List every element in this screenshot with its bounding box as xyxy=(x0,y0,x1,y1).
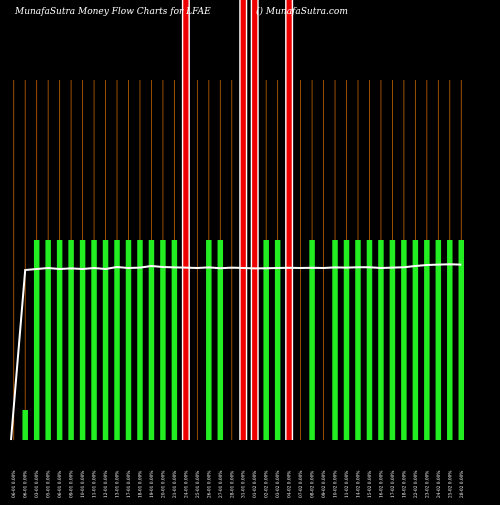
bar-green xyxy=(91,240,97,440)
x-tick-label: 11-01 0.00% xyxy=(93,471,98,498)
money-flow-line xyxy=(10,263,462,441)
bar-green xyxy=(206,240,212,440)
x-tick-label: 03-01 0.00% xyxy=(35,471,40,498)
bar-green xyxy=(148,240,155,440)
bar-green xyxy=(68,240,74,440)
x-tick-label: 27-01 0.00% xyxy=(219,471,224,498)
bar-green xyxy=(160,240,166,440)
bar-green xyxy=(263,240,269,440)
bar-green xyxy=(355,240,361,440)
bar-green xyxy=(309,240,315,440)
x-tick-label: 24-02 0.00% xyxy=(437,471,442,498)
bar-green xyxy=(137,240,143,440)
x-tick-label: 28-01 0.00% xyxy=(230,471,235,498)
bar-green xyxy=(424,240,430,440)
x-tick-label: 28-02 0.00% xyxy=(460,471,465,498)
x-tick-label: 22-02 0.00% xyxy=(414,471,419,498)
x-tick-label: 01-02 0.00% xyxy=(253,471,258,498)
x-tick-label: 17-02 0.00% xyxy=(391,471,396,498)
bar-red xyxy=(240,0,246,440)
x-tick-label: 19-01 0.00% xyxy=(150,471,155,498)
x-tick-label: 10-02 0.00% xyxy=(334,471,339,498)
bar-series xyxy=(22,0,465,440)
x-tick-label: 31-01 0.00% xyxy=(242,471,247,498)
x-tick-label: 13-01 0.00% xyxy=(116,471,121,498)
x-tick-label: 06-01 0.00% xyxy=(12,471,17,498)
bar-green xyxy=(79,240,86,440)
x-tick-label: 04-02 0.00% xyxy=(288,471,293,498)
bar-red xyxy=(286,0,292,440)
bar-green xyxy=(458,240,465,440)
x-tick-label: 24-01 0.00% xyxy=(184,471,189,498)
bar-green xyxy=(125,240,132,440)
bar-green xyxy=(366,240,373,440)
x-tick-label: 09-02 0.00% xyxy=(322,471,327,498)
bar-green xyxy=(332,240,338,440)
bar-green xyxy=(412,240,419,440)
x-axis-tick-labels: 06-01 0.00% 06-01 0.00% 03-01 0.00% 05-01 0… xyxy=(12,471,465,498)
bar-red xyxy=(183,0,189,440)
x-tick-label: 03-02 0.00% xyxy=(276,471,281,498)
x-tick-label: 15-02 0.00% xyxy=(368,471,373,498)
x-tick-label: 23-02 0.00% xyxy=(425,471,430,498)
x-tick-label: 14-02 0.00% xyxy=(356,471,361,498)
bar-green xyxy=(45,240,51,440)
bar-green xyxy=(33,240,40,440)
money-flow-line-path xyxy=(10,263,462,441)
bar-green xyxy=(401,240,407,440)
bar-green xyxy=(274,240,281,440)
chart-title: MunafaSutra Money Flow Charts for LFAE xyxy=(14,7,211,17)
x-tick-label: 09-01 0.00% xyxy=(70,471,75,498)
bar-green xyxy=(378,240,384,440)
bar-green xyxy=(447,240,453,440)
x-tick-label: 02-02 0.00% xyxy=(265,471,270,498)
bar-green xyxy=(56,240,63,440)
x-tick-label: 08-02 0.00% xyxy=(311,471,316,498)
x-tick-label: 20-01 0.00% xyxy=(161,471,166,498)
x-tick-label: 25-01 0.00% xyxy=(196,471,201,498)
x-tick-label: 11-02 0.00% xyxy=(345,471,350,498)
x-tick-label: 18-01 0.00% xyxy=(138,471,143,498)
x-tick-label: 06-01 0.00% xyxy=(58,471,63,498)
x-tick-label: 05-01 0.00% xyxy=(47,471,52,498)
x-tick-label: 06-01 0.00% xyxy=(24,471,29,498)
x-tick-label: 17-01 0.00% xyxy=(127,471,132,498)
bar-green xyxy=(217,240,224,440)
bar-green xyxy=(343,240,350,440)
bar-green xyxy=(435,240,442,440)
x-tick-label: 25-02 0.00% xyxy=(448,471,453,498)
watermark-text: () MunafaSutra.com xyxy=(256,6,348,17)
bar-green xyxy=(22,410,28,440)
bar-green xyxy=(102,240,109,440)
bar-green xyxy=(114,240,120,440)
x-tick-label: 26-01 0.00% xyxy=(207,471,212,498)
bar-red xyxy=(252,0,258,440)
x-tick-label: 10-01 0.00% xyxy=(81,471,86,498)
x-tick-label: 07-02 0.00% xyxy=(299,471,304,498)
x-tick-label: 12-01 0.00% xyxy=(104,471,109,498)
x-tick-label: 18-02 0.00% xyxy=(402,471,407,498)
x-tick-label: 21-01 0.00% xyxy=(173,471,178,498)
x-tick-label: 16-02 0.00% xyxy=(379,471,384,498)
bar-green xyxy=(171,240,178,440)
bar-green xyxy=(389,240,396,440)
